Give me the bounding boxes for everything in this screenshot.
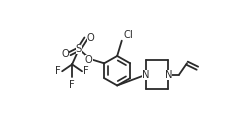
Text: N: N: [142, 70, 149, 80]
Text: S: S: [76, 44, 82, 54]
Text: O: O: [86, 33, 94, 43]
Text: F: F: [83, 66, 89, 76]
Text: F: F: [55, 66, 61, 76]
Text: F: F: [69, 80, 75, 90]
Text: O: O: [85, 55, 92, 65]
Text: N: N: [164, 70, 172, 80]
Text: O: O: [61, 49, 69, 59]
Text: Cl: Cl: [123, 30, 133, 40]
